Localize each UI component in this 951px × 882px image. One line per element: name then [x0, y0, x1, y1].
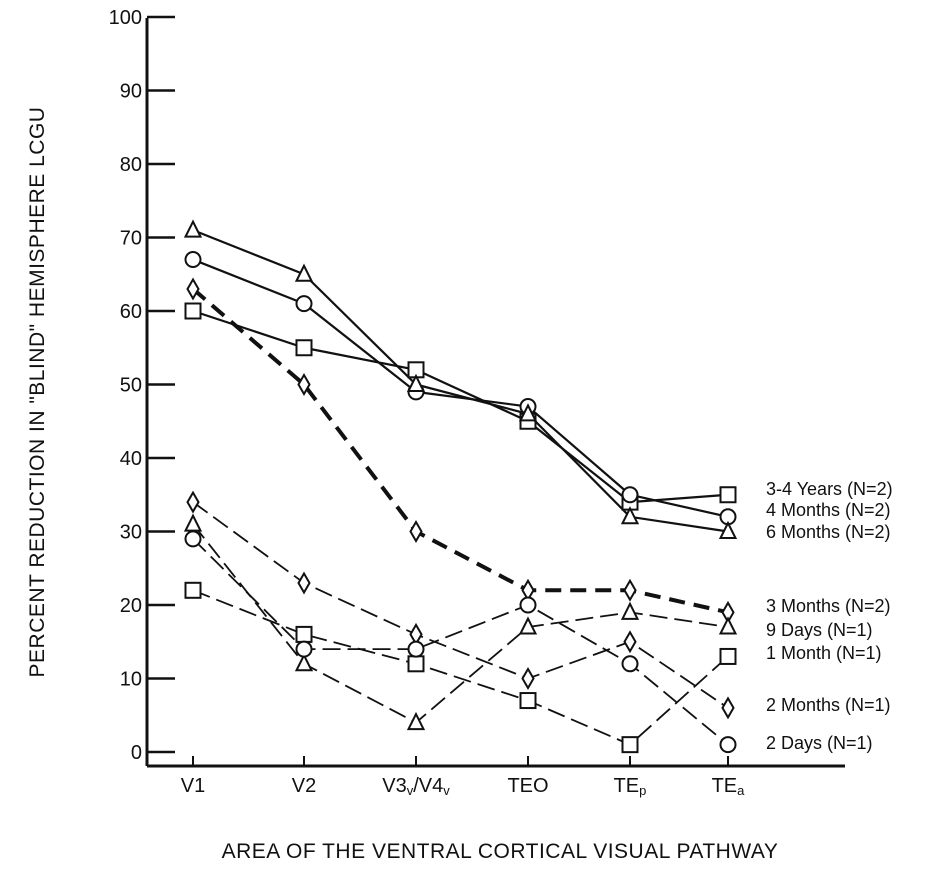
- series-4-months-n-2: [184, 251, 737, 526]
- x-tick-label-part: p: [639, 783, 646, 798]
- series-2-days-n-1: [184, 530, 737, 754]
- square-marker: [519, 692, 537, 710]
- diamond-marker: [409, 520, 423, 543]
- square-marker: [719, 647, 737, 665]
- y-tick-label: 90: [120, 81, 142, 103]
- triangle-marker: [294, 263, 314, 282]
- x-tick-label-part: v: [443, 783, 450, 798]
- diamond-marker: [623, 578, 637, 602]
- series-line: [192, 501, 729, 709]
- x-tick-label-part: v: [407, 783, 414, 798]
- diamond-marker: [297, 373, 311, 396]
- series-line: [192, 538, 729, 746]
- x-axis-title: AREA OF THE VENTRAL CORTICAL VISUAL PATH…: [222, 840, 779, 863]
- y-tick-label: 80: [120, 154, 142, 176]
- diamond-marker: [186, 490, 200, 514]
- triangle-marker: [518, 403, 538, 422]
- legend-label: 6 Months (N=2): [766, 522, 891, 542]
- square-marker: [407, 655, 425, 673]
- diamond-marker: [623, 630, 637, 654]
- x-tick-label-part: V1: [181, 775, 205, 797]
- triangle-marker: [620, 506, 640, 525]
- triangle-marker: [518, 616, 538, 635]
- x-tick-label-part: V2: [292, 775, 316, 797]
- legend-label: 1 Month (N=1): [766, 643, 882, 663]
- series-line: [192, 258, 729, 518]
- circle-marker: [184, 251, 202, 269]
- x-tick-label-part: TE: [712, 775, 738, 797]
- circle-marker: [621, 486, 639, 504]
- circle-marker: [184, 530, 202, 548]
- triangle-marker: [183, 219, 203, 238]
- x-tick-label: TEa: [712, 775, 746, 798]
- series-9-days-n-1: [183, 513, 738, 731]
- y-tick-label: 40: [120, 448, 142, 470]
- triangle-marker: [718, 520, 738, 539]
- y-tick-label: 100: [109, 7, 142, 29]
- series-3-4-years-n-2: [184, 302, 737, 511]
- triangle-marker: [183, 513, 203, 532]
- diamond-marker: [297, 571, 311, 595]
- square-marker: [295, 339, 313, 357]
- x-tick-label: V1: [181, 775, 205, 797]
- x-tick-label: TEO: [507, 775, 548, 797]
- series-line: [192, 523, 729, 724]
- circle-marker: [519, 596, 537, 614]
- y-axis-ticks: 0 10 20 30 40 50 60 70 80 90 100: [109, 7, 175, 764]
- series-6-months-n-2: [183, 219, 738, 539]
- circle-marker: [295, 640, 313, 658]
- diamond-marker: [521, 667, 535, 690]
- chart-legend: 3-4 Years (N=2)4 Months (N=2)6 Months (N…: [766, 479, 893, 753]
- y-axis-title: PERCENT REDUCTION IN "BLIND" HEMISPHERE …: [26, 107, 49, 678]
- legend-label: 3 Months (N=2): [766, 596, 891, 616]
- x-tick-label-part: V3: [382, 775, 406, 797]
- circle-marker: [407, 640, 425, 658]
- triangle-marker: [406, 373, 426, 392]
- series-line: [192, 309, 729, 504]
- circle-marker: [719, 736, 737, 754]
- series-3-months-n-2: [186, 277, 735, 624]
- diamond-marker: [186, 277, 200, 301]
- series-1-month-n-1: [184, 581, 737, 754]
- square-marker: [719, 486, 737, 504]
- legend-label: 2 Months (N=1): [766, 695, 891, 715]
- x-tick-label: V3v/V4v: [382, 775, 450, 798]
- triangle-marker: [406, 711, 426, 731]
- y-tick-label: 60: [120, 301, 142, 323]
- triangle-marker: [294, 653, 314, 672]
- y-tick-label: 20: [120, 595, 142, 617]
- x-tick-label-part: /V4: [413, 775, 443, 797]
- chart-series: [183, 219, 738, 754]
- y-tick-label: 0: [131, 742, 142, 764]
- x-tick-label: V2: [292, 775, 316, 797]
- legend-label: 3-4 Years (N=2): [766, 479, 893, 499]
- circle-marker: [621, 655, 639, 673]
- series-line: [191, 287, 729, 615]
- square-marker: [295, 625, 313, 643]
- y-tick-label: 30: [120, 522, 142, 544]
- x-axis-ticks: V1 V2 V3v/V4v TEO TEp TEa: [181, 756, 745, 798]
- x-tick-label-part: a: [737, 783, 745, 798]
- legend-label: 4 Months (N=2): [766, 500, 891, 520]
- x-tick-label-part: TE: [614, 775, 640, 797]
- x-tick-label: TEp: [614, 775, 647, 798]
- square-marker: [184, 302, 202, 320]
- y-tick-label: 10: [120, 669, 142, 691]
- legend-label: 2 Days (N=1): [766, 733, 873, 753]
- square-marker: [621, 736, 639, 754]
- series-line: [192, 229, 729, 533]
- y-tick-label: 70: [120, 228, 142, 250]
- diamond-marker: [721, 696, 735, 720]
- circle-marker: [295, 295, 313, 313]
- y-tick-label: 50: [120, 375, 142, 397]
- triangle-marker: [620, 601, 640, 620]
- legend-label: 9 Days (N=1): [766, 620, 873, 640]
- series-line: [192, 589, 729, 746]
- triangle-marker: [718, 616, 738, 635]
- square-marker: [184, 581, 202, 599]
- x-tick-label-part: TEO: [507, 775, 548, 797]
